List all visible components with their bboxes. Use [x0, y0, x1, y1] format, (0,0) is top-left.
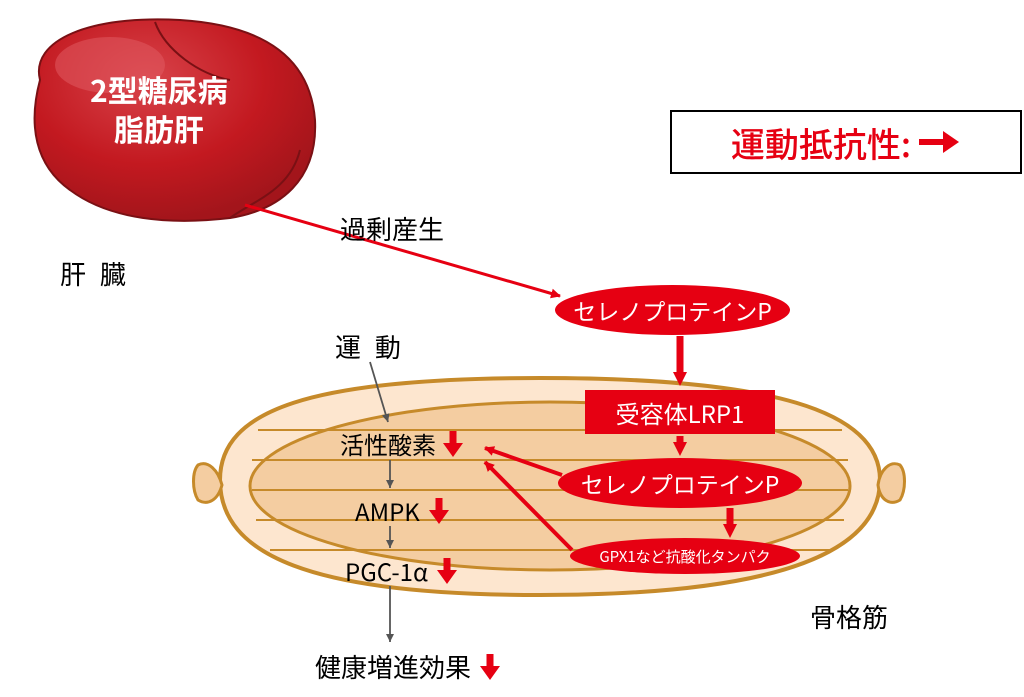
receptor-box: 受容体LRP1 [585, 390, 775, 434]
legend-box: 運動抵抗性: [670, 110, 1022, 174]
liver-disease-text: 2型糖尿病 脂肪肝 [90, 70, 228, 148]
pgc1a-label: PGC-1α [345, 553, 428, 588]
selenoprotein-1-text: セレノプロテインP [573, 293, 772, 327]
gpx1-text: GPX1など抗酸化タンパク [599, 546, 770, 567]
legend-text: 運動抵抗性: [731, 118, 911, 167]
muscle-organ-label: 骨格筋 [810, 598, 888, 635]
health-row: 健康増進効果 [315, 648, 503, 685]
overproduction-label: 過剰産生 [340, 210, 444, 247]
health-label: 健康増進効果 [315, 648, 471, 685]
receptor-text: 受容体LRP1 [616, 395, 745, 430]
ampk-label: AMPK [355, 493, 420, 528]
selenoprotein-oval-1: セレノプロテインP [555, 285, 790, 335]
down-arrow-icon [434, 556, 460, 586]
ros-label: 活性酸素 [340, 426, 436, 461]
legend-arrow-icon [917, 127, 961, 157]
ros-row: 活性酸素 [340, 426, 466, 461]
liver-organ-label: 肝 臓 [60, 255, 130, 292]
selenoprotein-oval-2: セレノプロテインP [558, 458, 802, 508]
liver-line2: 脂肪肝 [90, 109, 228, 148]
liver-line1: 2型糖尿病 [90, 70, 228, 109]
selenoprotein-2-text: セレノプロテインP [581, 466, 780, 500]
pgc1a-row: PGC-1α [345, 553, 460, 588]
down-arrow-icon [477, 652, 503, 682]
gpx1-oval: GPX1など抗酸化タンパク [570, 538, 800, 574]
down-arrow-icon [426, 496, 452, 526]
down-arrow-icon [440, 429, 466, 459]
ampk-row: AMPK [355, 493, 452, 528]
exercise-label: 運 動 [335, 328, 405, 365]
